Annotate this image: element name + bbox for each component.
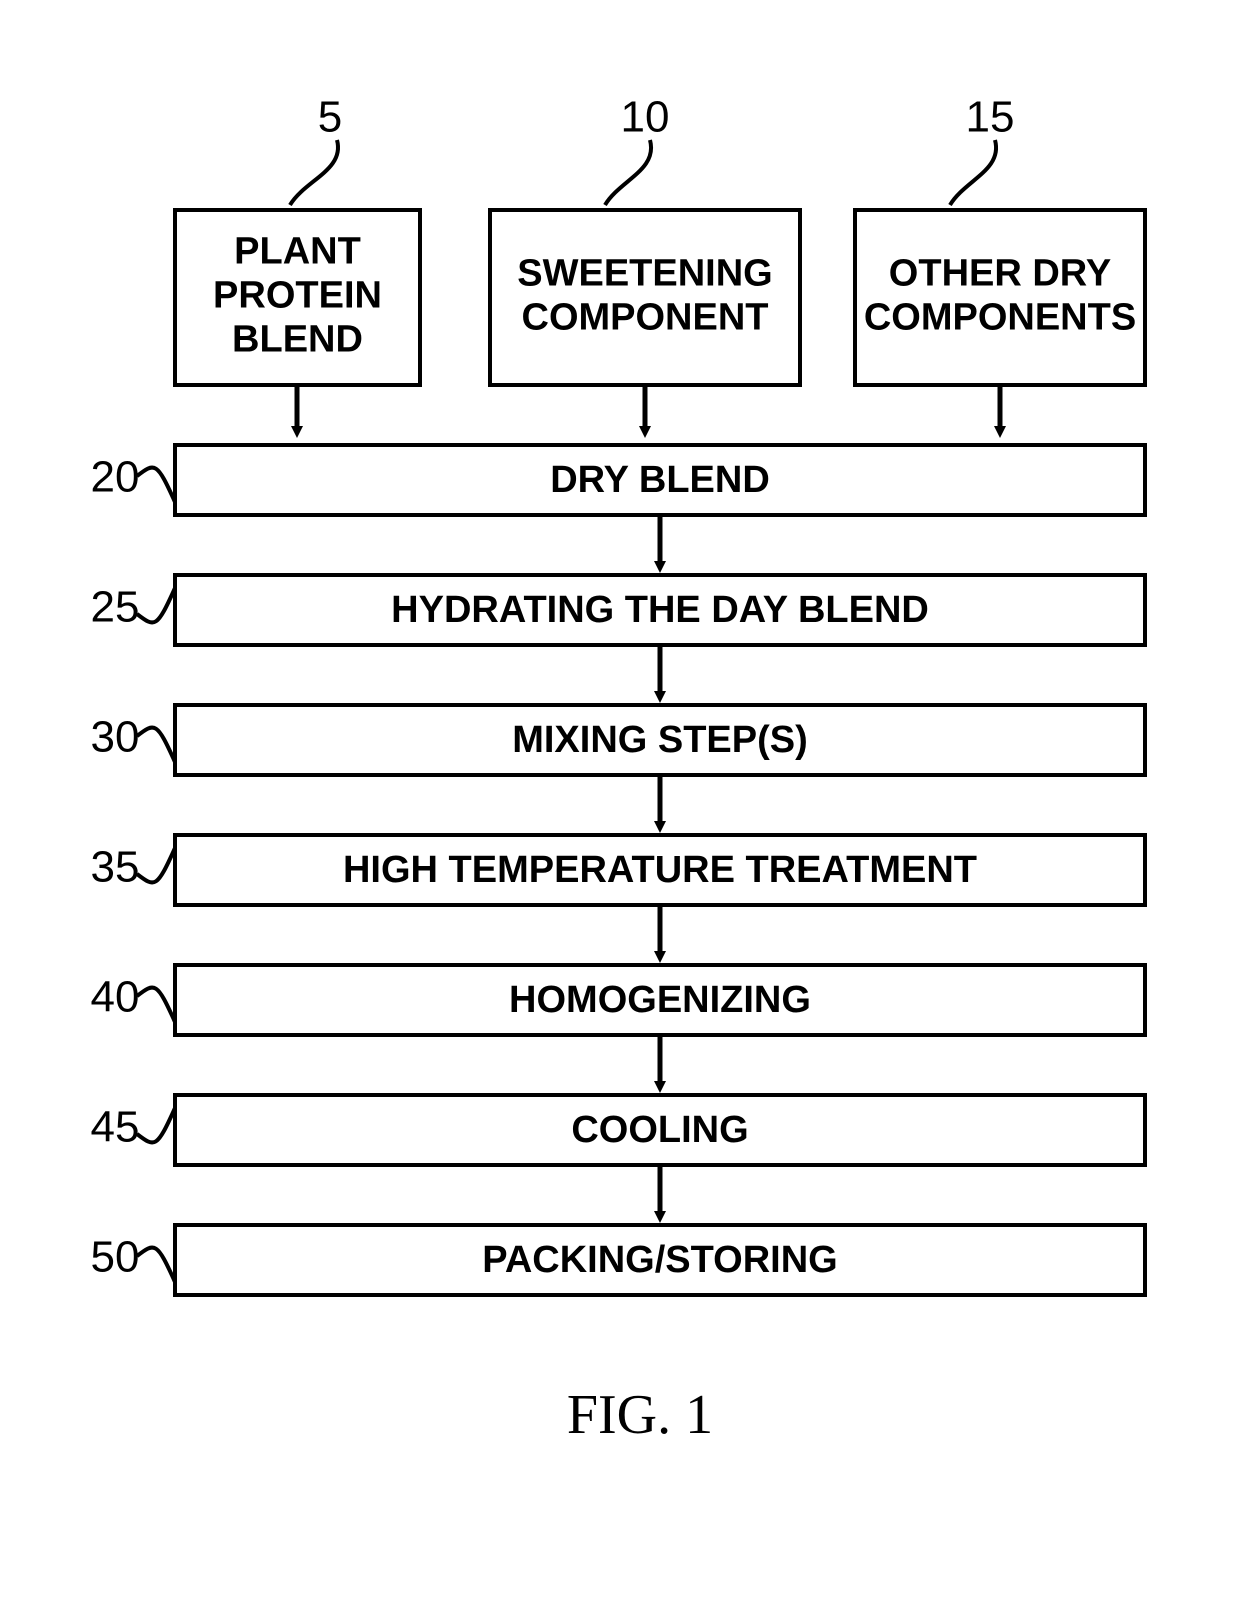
lead-line xyxy=(137,728,175,762)
step-label: HYDRATING THE DAY BLEND xyxy=(391,589,929,631)
ref-number: 15 xyxy=(966,93,1015,142)
ref-number: 30 xyxy=(91,713,140,762)
ref-number: 45 xyxy=(91,1103,140,1152)
box-label: BLEND xyxy=(232,319,363,361)
ref-number: 25 xyxy=(91,583,140,632)
box-label: COMPONENTS xyxy=(864,297,1136,339)
box-label: PLANT xyxy=(234,231,361,273)
lead-line xyxy=(137,588,175,622)
ref-number: 5 xyxy=(318,93,342,142)
box-label: COMPONENT xyxy=(522,297,769,339)
step-label: DRY BLEND xyxy=(550,459,770,501)
step-label: HOMOGENIZING xyxy=(509,979,811,1021)
step-label: COOLING xyxy=(571,1109,748,1151)
lead-line xyxy=(137,468,175,502)
lead-line xyxy=(137,848,175,882)
flowchart-figure: 51015PLANTPROTEINBLENDSWEETENINGCOMPONEN… xyxy=(0,0,1240,1603)
figure-caption: FIG. 1 xyxy=(567,1384,713,1446)
step-label: MIXING STEP(S) xyxy=(512,719,808,761)
step-label: PACKING/STORING xyxy=(482,1239,837,1281)
lead-line xyxy=(137,988,175,1022)
box-label: PROTEIN xyxy=(213,275,382,317)
ref-number: 10 xyxy=(621,93,670,142)
lead-line xyxy=(950,140,996,205)
box-label: SWEETENING xyxy=(517,253,772,295)
ref-number: 40 xyxy=(91,973,140,1022)
step-label: HIGH TEMPERATURE TREATMENT xyxy=(343,849,977,891)
ref-number: 20 xyxy=(91,453,140,502)
lead-line xyxy=(137,1108,175,1142)
lead-line xyxy=(605,140,651,205)
box-label: OTHER DRY xyxy=(889,253,1111,295)
lead-line xyxy=(290,140,338,205)
ref-number: 35 xyxy=(91,843,140,892)
lead-line xyxy=(137,1248,175,1282)
ref-number: 50 xyxy=(91,1233,140,1282)
